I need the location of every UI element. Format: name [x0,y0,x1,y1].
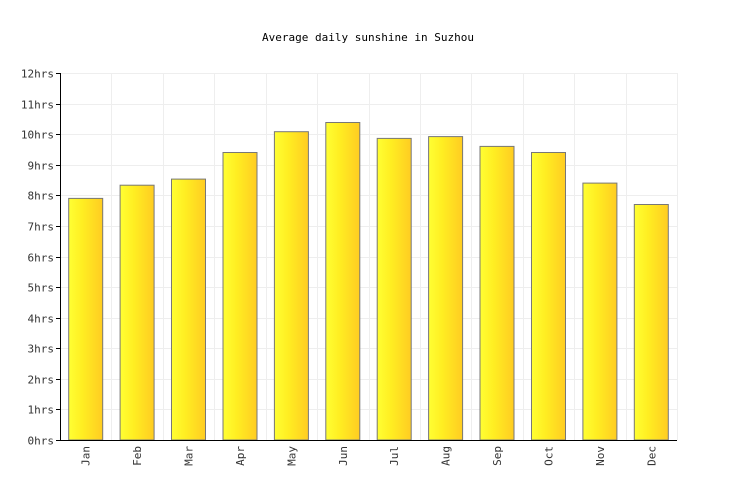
bar-feb [119,184,155,441]
x-tick-label: Mar [183,446,196,466]
bar-may [273,131,309,441]
y-tick-label: 1hrs [28,404,55,417]
chart-title: Average daily sunshine in Suzhou [262,31,474,44]
bar-mar [171,178,206,441]
grid-lines [60,73,678,441]
x-tick-label: Apr [234,446,247,466]
bar-jun [325,122,361,441]
x-tick-label: May [285,446,298,466]
y-tick-label: 12hrs [21,68,54,81]
x-tick-label: Oct [542,446,555,466]
bar-nov [582,182,618,441]
x-tick-label: Jun [337,446,350,466]
y-tick-label: 8hrs [28,190,55,203]
x-tick-label: Dec [645,446,658,466]
x-axis-tick-labels: Jan Feb Mar Apr May Jun Jul Aug Sep Oct Nov Dec [80,446,659,466]
bar-oct [531,152,566,441]
bar-jan [68,197,104,441]
x-tick-label: Feb [131,446,144,466]
y-tick-label: 10hrs [21,129,54,142]
bar-dec [633,204,669,441]
x-tick-label: Sep [491,446,504,466]
y-tick-label: 7hrs [28,221,55,234]
x-tick-label: Jul [388,446,401,466]
y-tick-label: 2hrs [28,374,55,387]
y-tick-label: 0hrs [28,435,55,448]
y-tick-label: 6hrs [28,252,55,265]
axes [56,73,677,441]
y-tick-label: 4hrs [28,313,55,326]
bar-apr [222,152,258,441]
y-axis-tick-labels: 0hrs 1hrs 2hrs 3hrs 4hrs 5hrs 6hrs 7hrs 8hrs 9hrs… [21,68,54,448]
x-tick-label: Jan [80,446,93,466]
y-tick-label: 9hrs [28,160,55,173]
bars [68,122,669,441]
bar-sep [479,145,515,441]
x-tick-label: Nov [594,446,607,466]
y-tick-label: 11hrs [21,99,54,112]
y-tick-label: 5hrs [28,282,55,295]
y-tick-label: 3hrs [28,343,55,356]
x-tick-label: Aug [440,446,453,466]
bar-aug [428,136,464,441]
bar-jul [376,137,412,441]
